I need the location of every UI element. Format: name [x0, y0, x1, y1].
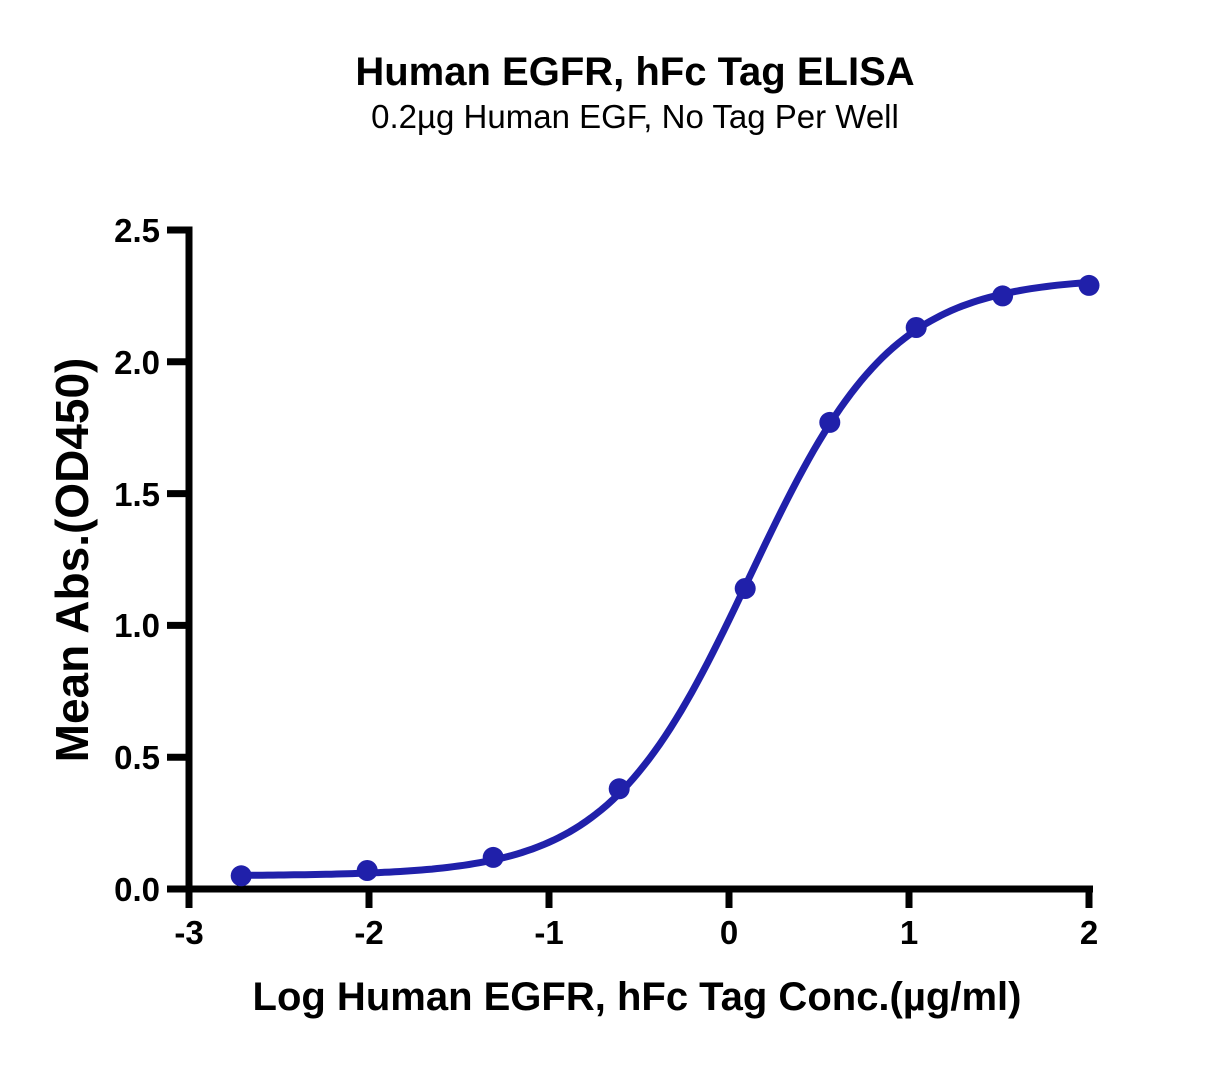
tick-marks	[167, 226, 1093, 908]
y-tick-label: 2.5	[114, 212, 160, 249]
x-tick-label: 0	[720, 914, 738, 951]
data-point	[230, 865, 252, 887]
x-tick-label: 1	[900, 914, 918, 951]
data-point	[992, 285, 1014, 307]
y-tick-label: 1.0	[114, 607, 160, 644]
y-tick-label: 1.5	[114, 476, 160, 513]
data-point	[482, 846, 504, 868]
x-tick-label: 2	[1080, 914, 1098, 951]
data-point	[356, 860, 378, 881]
y-tick-label: 0.5	[114, 739, 160, 776]
data-point	[905, 317, 927, 338]
chart-title: Human EGFR, hFc Tag ELISA	[355, 50, 914, 94]
y-tick-label: 2.0	[114, 344, 160, 381]
x-tick-label: -1	[534, 914, 563, 951]
data-point	[819, 411, 841, 433]
data-point	[1078, 274, 1100, 296]
x-axis-label: Log Human EGFR, hFc Tag Conc.(µg/ml)	[253, 975, 1022, 1019]
y-axis-label: Mean Abs.(OD450)	[46, 358, 98, 763]
y-tick-label: 0.0	[114, 871, 160, 908]
fit-curve	[237, 279, 1093, 879]
data-point	[608, 778, 630, 800]
x-tick-label: -2	[354, 914, 383, 951]
x-tick-label: -3	[174, 914, 203, 951]
x-tick-labels: -3 -2 -1 0 1 2	[174, 914, 1098, 951]
chart-subtitle: 0.2µg Human EGF, No Tag Per Well	[371, 98, 899, 135]
y-tick-labels: 0.0 0.5 1.0 1.5 2.0 2.5	[114, 212, 160, 908]
dose-response-series	[230, 274, 1100, 887]
axis-lines	[185, 226, 1093, 893]
data-point	[734, 578, 756, 599]
